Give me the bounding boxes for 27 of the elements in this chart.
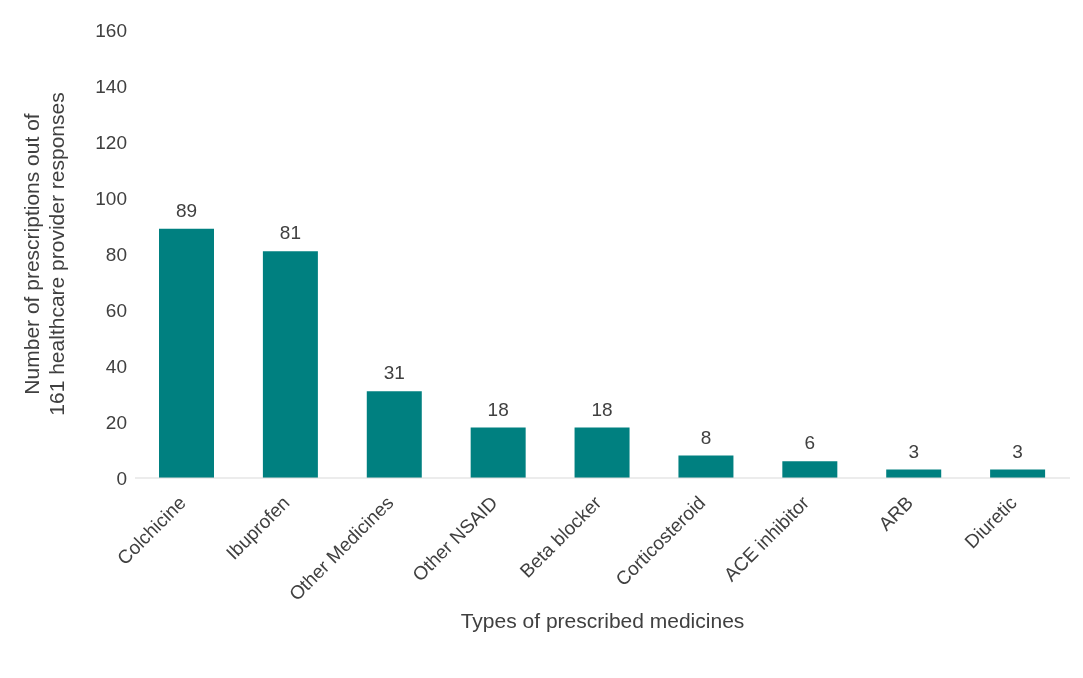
bar	[470, 427, 526, 478]
data-label: 81	[279, 222, 301, 244]
y-axis-title: Number of prescriptions out of 161 healthcare provider responses	[19, 92, 68, 416]
y-tick-label: 80	[105, 243, 127, 265]
x-axis-title: Types of prescribed medicines	[460, 609, 745, 632]
y-tick-label: 160	[95, 19, 127, 41]
bar	[159, 228, 214, 478]
bar	[262, 251, 318, 478]
data-label: 6	[804, 432, 816, 454]
y-tick-label: 120	[95, 131, 127, 153]
bar	[366, 391, 422, 478]
y-tick-label: 40	[105, 355, 127, 377]
y-tick-label: 140	[95, 75, 127, 97]
data-label: 89	[175, 199, 198, 221]
bar	[678, 455, 734, 478]
data-label: 8	[700, 426, 712, 448]
data-label: 18	[591, 398, 613, 420]
y-tick-label: 60	[105, 299, 127, 321]
data-label: 31	[383, 362, 405, 384]
y-tick-label: 20	[105, 411, 127, 433]
data-label: 3	[1012, 440, 1023, 462]
y-tick-label: 100	[95, 187, 127, 209]
data-label: 18	[487, 398, 509, 420]
bar	[782, 461, 838, 478]
data-label: 3	[908, 440, 920, 462]
bar	[574, 427, 630, 478]
y-tick-label: 0	[116, 467, 127, 489]
